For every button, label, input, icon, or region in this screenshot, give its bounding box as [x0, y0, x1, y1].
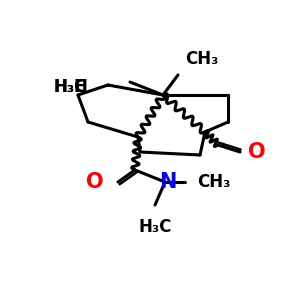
- Text: H₃C: H₃C: [54, 78, 87, 96]
- Text: CH₃: CH₃: [197, 173, 230, 191]
- Text: N: N: [159, 172, 177, 192]
- Text: H: H: [73, 78, 87, 96]
- Text: O: O: [248, 142, 266, 162]
- Text: O: O: [86, 172, 104, 192]
- Text: H₃C: H₃C: [138, 218, 172, 236]
- Text: CH₃: CH₃: [185, 50, 218, 68]
- Text: H₃C: H₃C: [54, 78, 87, 96]
